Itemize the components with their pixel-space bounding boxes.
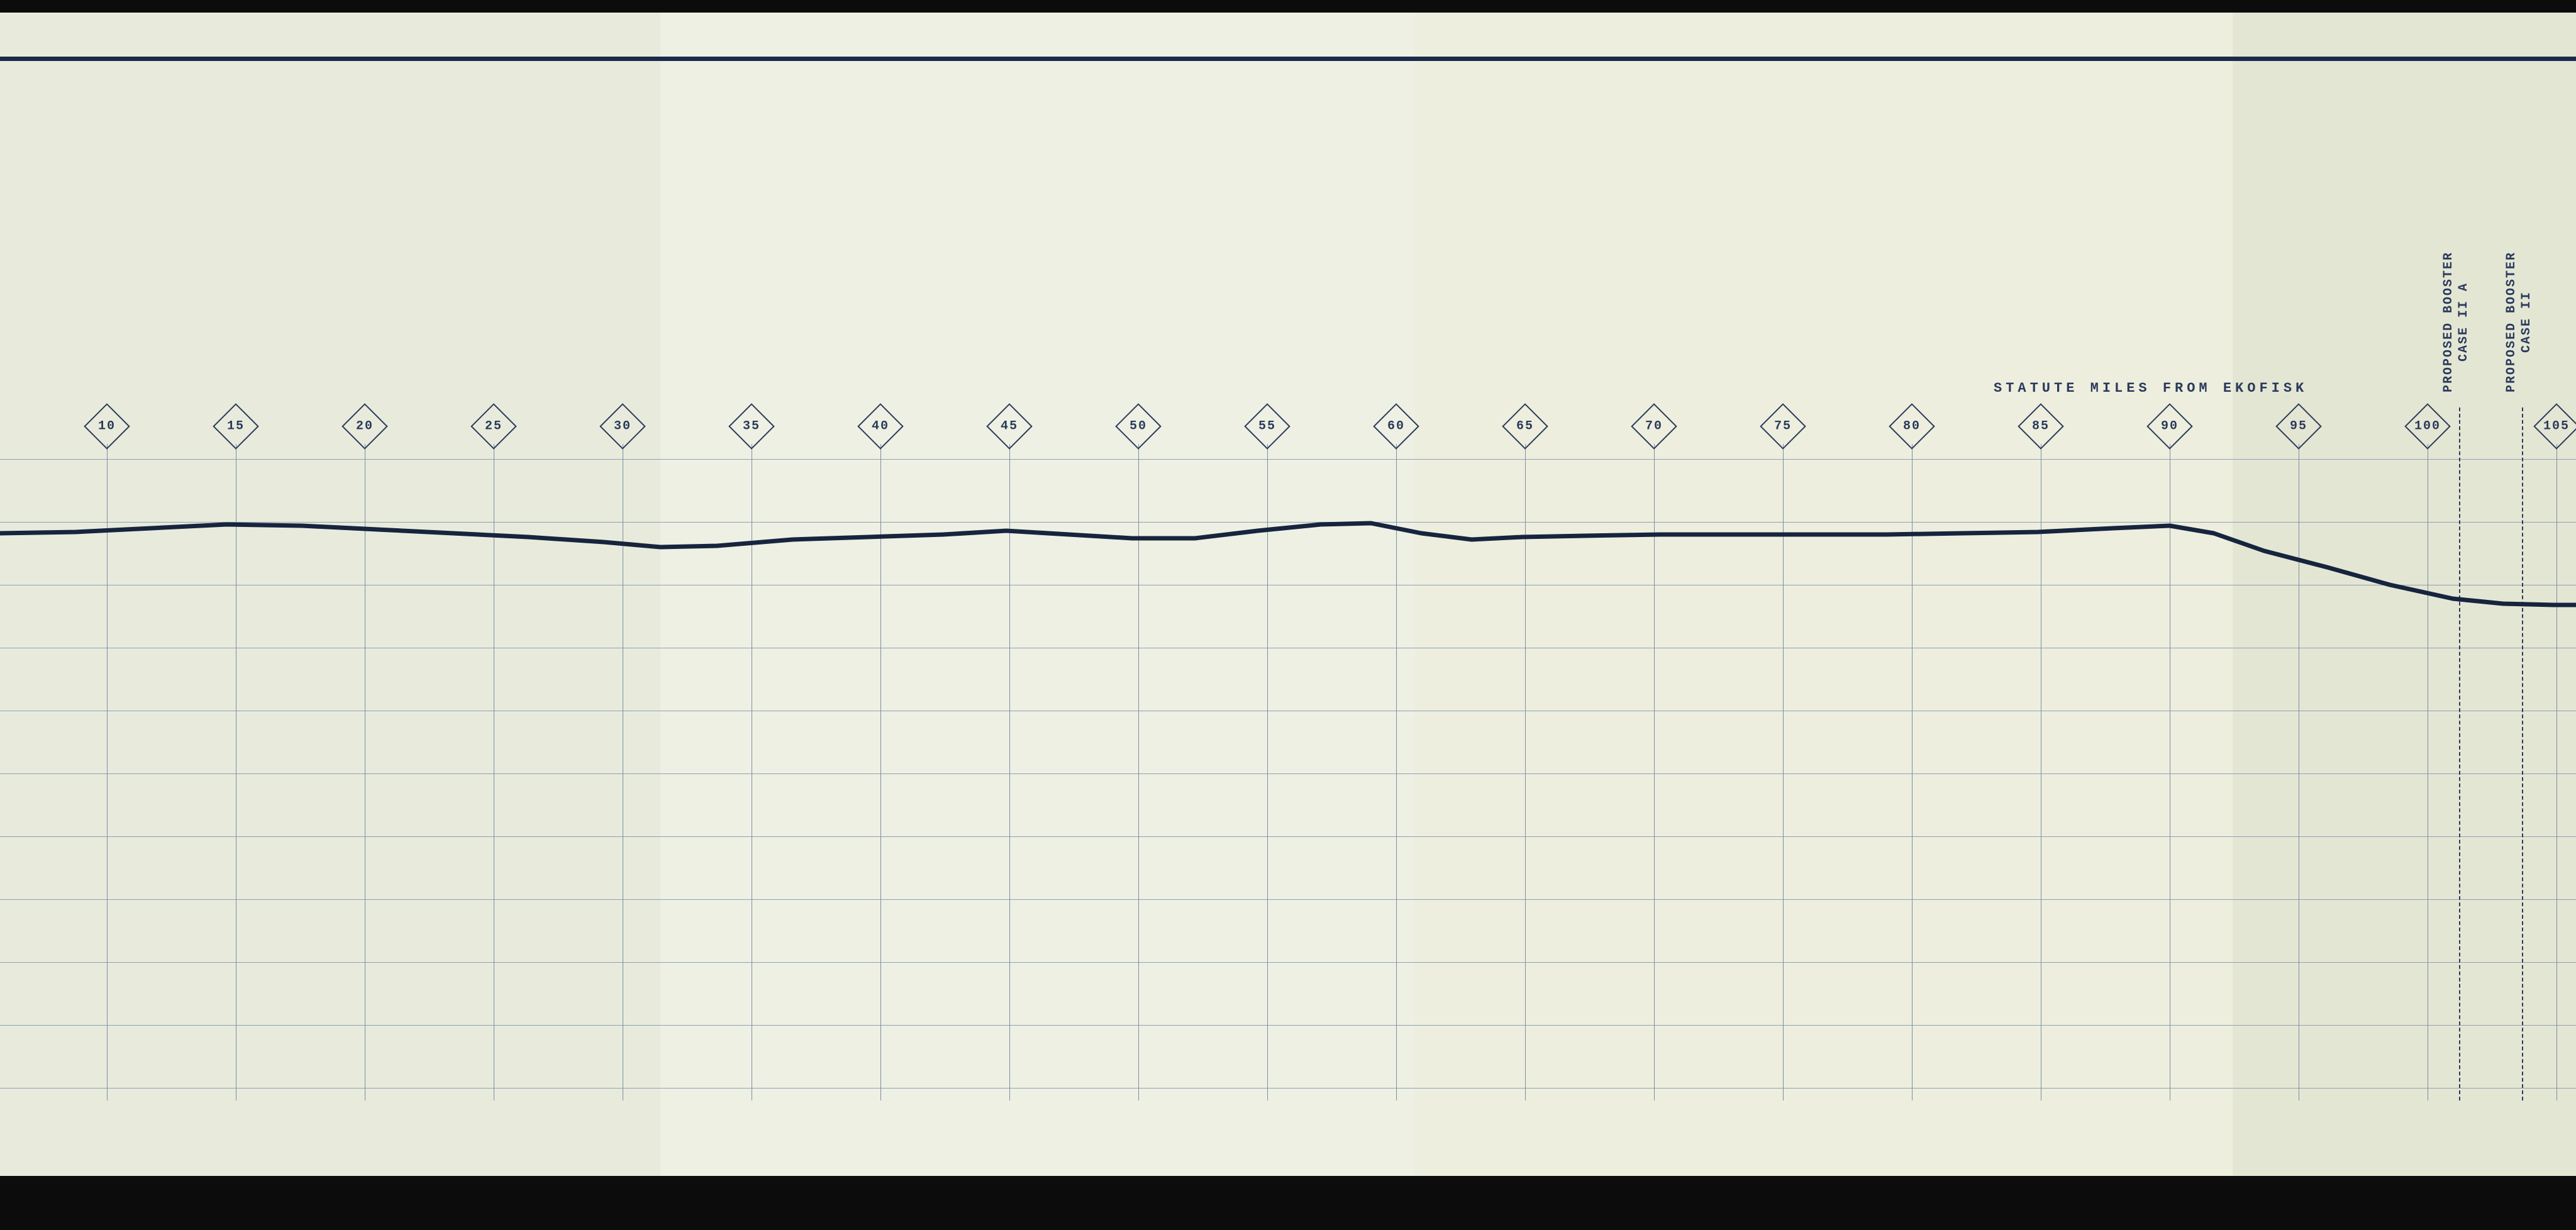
seabed-profile-line (0, 0, 2576, 1230)
engineering-profile-chart: 1015202530354045505560657075808590951001… (0, 0, 2576, 1230)
